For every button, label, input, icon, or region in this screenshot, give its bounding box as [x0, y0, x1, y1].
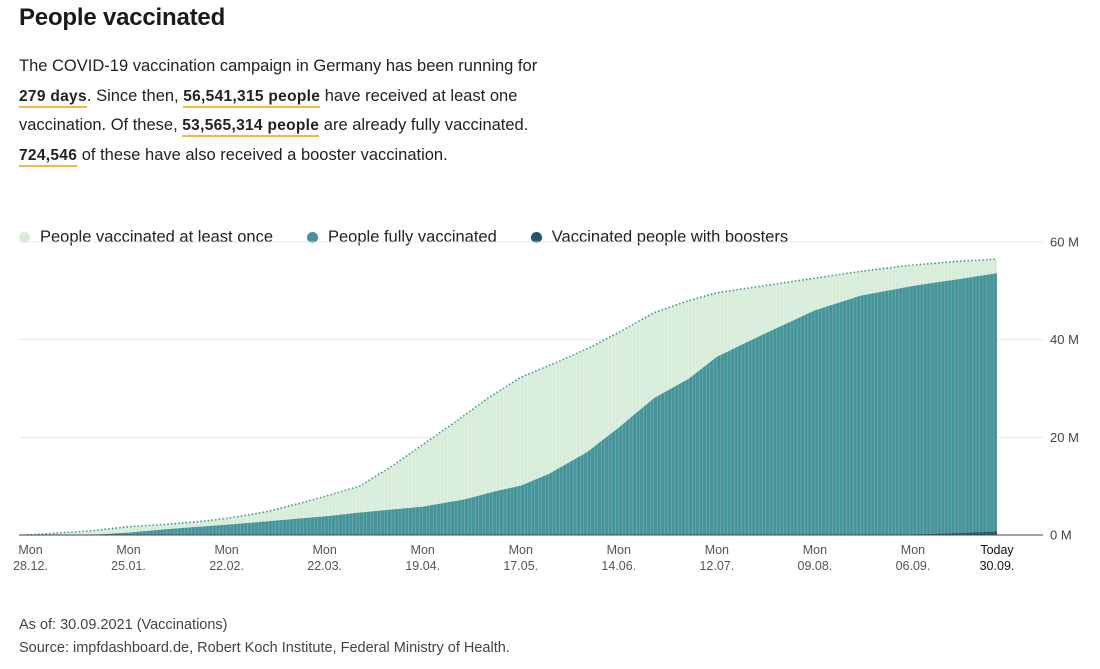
- x-tick-date: 09.08.: [798, 559, 833, 573]
- legend-swatch: [19, 232, 30, 243]
- chart-title: People vaccinated: [19, 4, 226, 31]
- y-tick-label: 20 M: [1050, 430, 1079, 445]
- series-area-1: [27, 273, 997, 535]
- x-tick-date: 25.01.: [111, 559, 146, 573]
- x-tick-day: Mon: [18, 543, 42, 557]
- as-of-note: As of: 30.09.2021 (Vaccinations): [19, 617, 228, 633]
- x-tick-date: 22.03.: [307, 559, 342, 573]
- x-tick-day: Mon: [214, 543, 238, 557]
- fully-vaccinated-value: 53,565,314 people: [182, 117, 320, 137]
- x-tick-date: 19.04.: [405, 559, 440, 573]
- summary-text: have received at least one vaccination. …: [19, 86, 518, 135]
- x-tick-day: Mon: [803, 543, 827, 557]
- summary-text: are already fully vaccinated.: [319, 116, 529, 134]
- daily-bar-texture: [26, 242, 998, 535]
- x-tick-day: Mon: [705, 543, 729, 557]
- y-tick-label: 60 M: [1050, 235, 1079, 250]
- vaccination-area-chart: 0 M 20 M 40 M 60 M Mon 28.12. Mon 25.01. Mon 22.0…: [13, 235, 1079, 574]
- x-tick-date: 30.09.: [980, 559, 1015, 573]
- x-tick-date: 22.02.: [209, 559, 244, 573]
- x-tick-date: 28.12.: [13, 559, 48, 573]
- source-note: Source: impfdashboard.de, Robert Koch In…: [19, 640, 510, 656]
- x-tick-date: 14.06.: [601, 559, 636, 573]
- x-tick-date: 06.09.: [896, 559, 931, 573]
- summary-text: of these have also received a booster va…: [77, 145, 448, 164]
- series-outline-0: [26, 258, 998, 536]
- booster-value: 724,546: [19, 146, 78, 167]
- x-tick-day: Mon: [312, 543, 336, 557]
- summary-text: . Since then,: [86, 86, 184, 105]
- summary-paragraph: The COVID-19 vaccination campaign in Ger…: [19, 52, 539, 170]
- x-tick-day: Mon: [607, 543, 631, 557]
- y-tick-label: 0 M: [1050, 528, 1072, 543]
- x-tick-day: Today: [980, 543, 1014, 557]
- legend-swatch: [307, 232, 318, 243]
- y-tick-label: 40 M: [1050, 332, 1079, 347]
- x-tick-day: Mon: [116, 543, 140, 557]
- campaign-days-value: 279 days: [19, 87, 87, 108]
- x-tick-day: Mon: [509, 543, 533, 557]
- x-tick-day: Mon: [901, 543, 925, 557]
- summary-text: The COVID-19 vaccination campaign in Ger…: [19, 57, 538, 75]
- chart-footer: As of: 30.09.2021 (Vaccinations) Source:…: [19, 614, 510, 660]
- vaccinated-once-value: 56,541,315 people: [183, 87, 321, 108]
- x-tick-date: 17.05.: [503, 559, 538, 573]
- x-tick-date: 12.07.: [699, 559, 734, 573]
- legend-swatch: [530, 232, 542, 243]
- x-tick-day: Mon: [411, 543, 435, 557]
